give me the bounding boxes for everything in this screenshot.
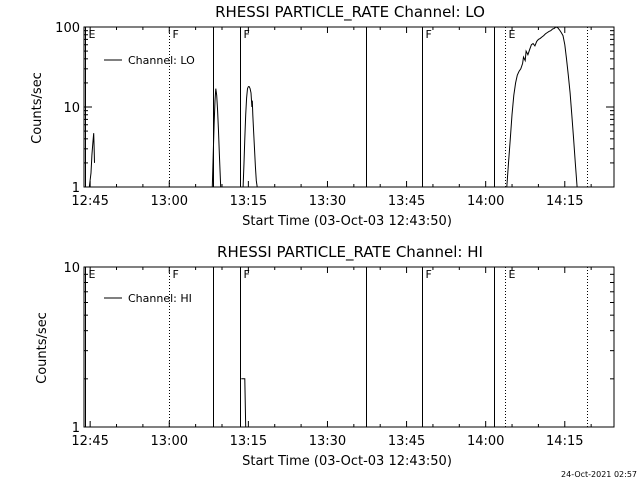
lo-y-tick-label: 1 — [72, 181, 80, 196]
hi-event-marker-label: E — [89, 268, 96, 281]
lo-series-segment — [211, 88, 222, 188]
hi-data-series — [241, 378, 247, 428]
lo-event-marker-label: E — [509, 28, 516, 41]
hi-x-tick-label: 13:15 — [230, 434, 267, 449]
lo-x-axis-label: Start Time (03-Oct-03 12:43:50) — [242, 214, 452, 229]
lo-x-tick-label: 13:45 — [388, 194, 425, 209]
lo-y-axis-label: Counts/sec — [30, 72, 45, 144]
lo-event-marker-label: F — [426, 28, 432, 41]
hi-event-marker-label: F — [244, 268, 250, 281]
hi-x-tick-label: 13:00 — [151, 434, 188, 449]
lo-event-marker-label: E — [89, 28, 96, 41]
lo-x-tick-label: 13:30 — [309, 194, 346, 209]
lo-y-tick-label: 100 — [55, 21, 80, 36]
hi-x-axis-label: Start Time (03-Oct-03 12:43:50) — [242, 454, 452, 469]
lo-data-series — [88, 26, 578, 188]
hi-x-tick-label: 14:00 — [467, 434, 504, 449]
lo-channel-panel: RHESSI PARTICLE_RATE Channel: LO E F F F E 1… — [30, 3, 615, 229]
generation-timestamp: 24-Oct-2021 02:57 — [561, 470, 637, 479]
lo-y-tick-label: 10 — [63, 101, 80, 116]
hi-event-marker-label: F — [173, 268, 179, 281]
lo-series-segment — [506, 26, 578, 188]
hi-event-marker-label: F — [426, 268, 432, 281]
lo-x-tick-label: 13:15 — [230, 194, 267, 209]
hi-y-axis-ticks: 1 10 — [63, 261, 614, 436]
hi-series-segment — [241, 378, 247, 428]
hi-x-tick-label: 13:45 — [388, 434, 425, 449]
hi-y-tick-label: 10 — [63, 261, 80, 276]
hi-y-tick-label: 1 — [72, 421, 80, 436]
lo-x-tick-label: 14:15 — [546, 194, 583, 209]
lo-x-axis-ticks: 12:45 13:00 13:15 13:30 13:45 14:00 14:15 — [71, 27, 592, 209]
hi-plot-frame — [83, 266, 615, 428]
lo-plot-frame — [83, 26, 615, 188]
hi-x-tick-label: 12:45 — [71, 434, 108, 449]
lo-series-segment — [242, 86, 258, 188]
lo-event-marker-label: F — [244, 28, 250, 41]
lo-event-marker-label: F — [173, 28, 179, 41]
hi-x-tick-label: 13:30 — [309, 434, 346, 449]
hi-chart-title: RHESSI PARTICLE_RATE Channel: HI — [217, 243, 483, 262]
lo-x-tick-label: 13:00 — [151, 194, 188, 209]
lo-chart-title: RHESSI PARTICLE_RATE Channel: LO — [215, 3, 485, 22]
lo-y-axis-ticks: 1 10 100 — [55, 21, 614, 196]
lo-series-segment — [88, 133, 95, 188]
hi-x-axis-ticks: 12:45 13:00 13:15 13:30 13:45 14:00 14:15 — [71, 267, 592, 449]
hi-x-tick-label: 14:15 — [546, 434, 583, 449]
lo-x-tick-label: 14:00 — [467, 194, 504, 209]
hi-event-marker-label: E — [509, 268, 516, 281]
lo-x-tick-label: 12:45 — [71, 194, 108, 209]
hi-channel-panel: RHESSI PARTICLE_RATE Channel: HI E F F F E 1… — [35, 243, 615, 469]
hi-legend-label: Channel: HI — [128, 292, 192, 305]
hi-y-axis-label: Counts/sec — [35, 312, 50, 384]
lo-legend-label: Channel: LO — [128, 54, 195, 67]
